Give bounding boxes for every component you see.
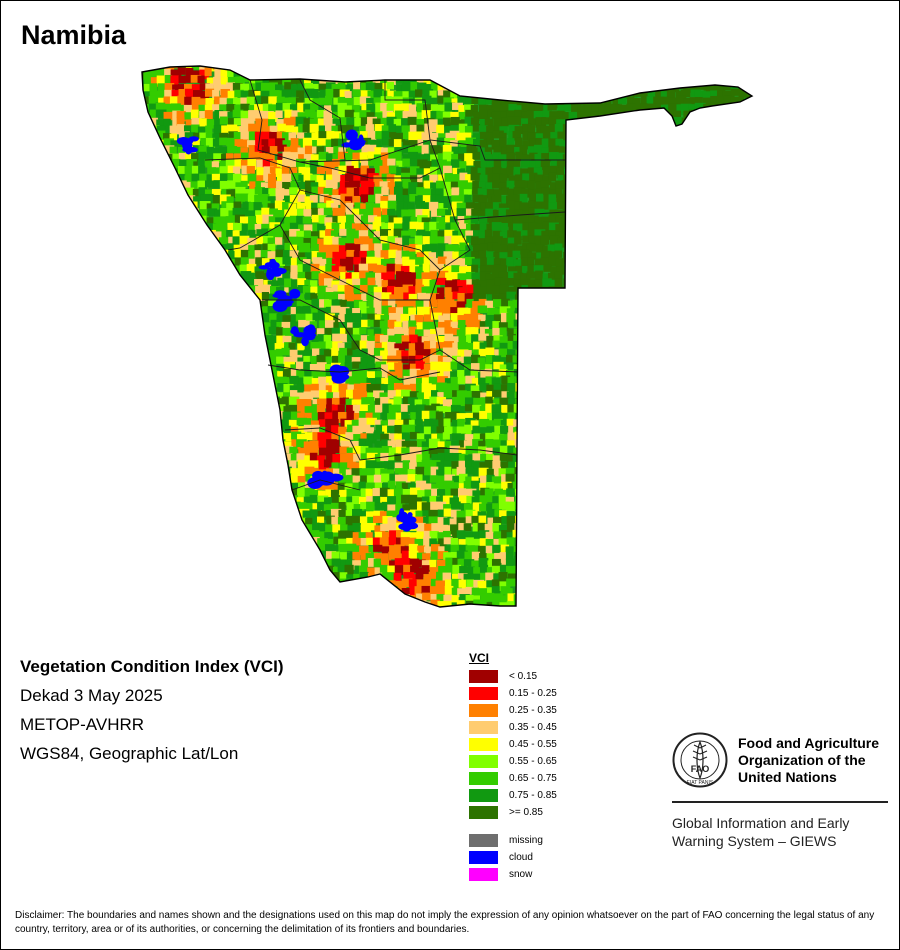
legend-swatch: [469, 772, 498, 785]
map-info: Vegetation Condition Index (VCI) Dekad 3…: [20, 657, 284, 773]
legend-item: >= 0.85: [469, 804, 557, 821]
giews-label: Global Information and Early Warning Sys…: [672, 814, 849, 850]
legend-label: cloud: [509, 852, 533, 863]
legend-label: >= 0.85: [509, 807, 543, 818]
legend-swatch: [469, 806, 498, 819]
fao-logo: FAO FIAT PANIS: [672, 732, 728, 788]
index-title: Vegetation Condition Index (VCI): [20, 657, 284, 676]
fao-name-line: United Nations: [738, 769, 837, 785]
legend-label: 0.35 - 0.45: [509, 722, 557, 733]
legend-item: 0.25 - 0.35: [469, 702, 557, 719]
legend-title: VCI: [469, 651, 490, 665]
legend-swatch: [469, 704, 498, 717]
legend-item: 0.65 - 0.75: [469, 770, 557, 787]
legend-label: 0.75 - 0.85: [509, 790, 557, 801]
giews-line: Global Information and Early: [672, 815, 850, 831]
giews-line: Warning System – GIEWS: [672, 833, 837, 849]
legend-label: 0.25 - 0.35: [509, 705, 557, 716]
legend-item: 0.35 - 0.45: [469, 719, 557, 736]
legend-item: 0.75 - 0.85: [469, 787, 557, 804]
legend-label: snow: [509, 869, 533, 880]
legend-label: missing: [509, 835, 543, 846]
legend-swatch: [469, 687, 498, 700]
legend-label: 0.55 - 0.65: [509, 756, 557, 767]
legend-item: < 0.15: [469, 668, 557, 685]
map-title: Namibia: [21, 20, 127, 50]
fao-logo-text: FAO: [691, 764, 710, 774]
divider: [672, 801, 888, 803]
legend-swatch: [469, 670, 498, 683]
fao-name-line: Food and Agriculture: [738, 735, 880, 751]
fao-name: Food and Agriculture Organization of the…: [738, 735, 879, 786]
legend-label: < 0.15: [509, 671, 538, 682]
fao-logo-motto: FIAT PANIS: [687, 780, 714, 786]
legend-swatch: [469, 868, 498, 881]
disclaimer: Disclaimer: The boundaries and names sho…: [15, 910, 875, 935]
legend-label: 0.45 - 0.55: [509, 739, 557, 750]
legend-swatch: [469, 851, 498, 864]
district-boundaries: [204, 79, 566, 491]
legend-item: cloud: [469, 849, 557, 866]
legend-label: 0.65 - 0.75: [509, 773, 557, 784]
legend-swatch: [469, 721, 498, 734]
vci-texture: [142, 66, 752, 607]
legend-swatch: [469, 834, 498, 847]
legend-item: 0.45 - 0.55: [469, 736, 557, 753]
legend-item: missing: [469, 832, 557, 849]
sensor-label: METOP-AVHRR: [20, 715, 145, 734]
legend-swatch: [469, 789, 498, 802]
legend-swatch: [469, 755, 498, 768]
legend-label: 0.15 - 0.25: [509, 688, 557, 699]
legend-item: 0.55 - 0.65: [469, 753, 557, 770]
legend-item: 0.15 - 0.25: [469, 685, 557, 702]
fao-name-line: Organization of the: [738, 752, 866, 768]
legend-item: snow: [469, 866, 557, 883]
projection-label: WGS84, Geographic Lat/Lon: [20, 744, 239, 763]
legend-swatch: [469, 738, 498, 751]
dekad-label: Dekad 3 May 2025: [20, 686, 163, 705]
vci-legend: VCI < 0.15 0.15 - 0.25 0.25 - 0.35 0.35 - 0…: [469, 651, 557, 883]
